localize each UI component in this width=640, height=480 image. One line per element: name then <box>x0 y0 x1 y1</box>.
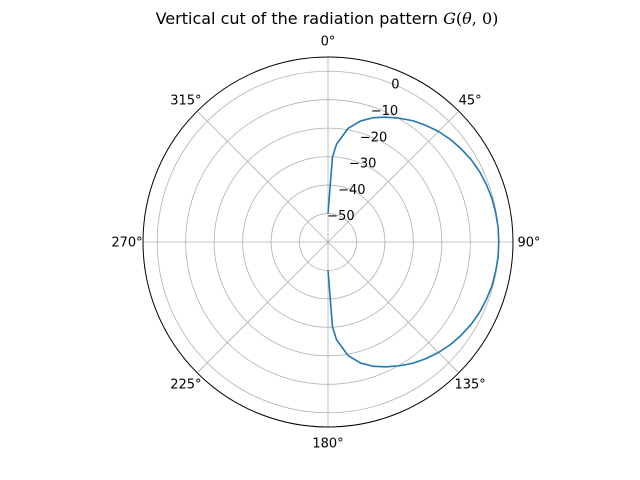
angle-tick-label: 225° <box>170 378 201 393</box>
radial-tick-label: −50 <box>327 209 354 224</box>
polar-grid <box>143 57 513 427</box>
chart-title-paren: ( <box>456 9 462 28</box>
angle-tick-label: 315° <box>170 93 201 108</box>
angular-gridline <box>327 241 460 374</box>
polar-frame <box>142 56 514 428</box>
angular-gridline <box>196 110 329 243</box>
chart-title-theta: θ <box>462 9 472 28</box>
series-group <box>327 116 500 368</box>
angle-tick-label: 180° <box>312 437 343 452</box>
tick-labels: 0° 45° 90° 135° 180° 225° 270° 315° −50 −40 −30 −20… <box>111 35 540 452</box>
radial-tick-label: −30 <box>349 157 376 172</box>
angular-gridline <box>327 110 460 243</box>
radial-tick-label: 0 <box>391 78 399 93</box>
angle-tick-label: 0° <box>321 35 336 50</box>
radial-tick-label: −20 <box>360 130 387 145</box>
angular-gridline <box>196 241 329 374</box>
angle-tick-label: 270° <box>111 236 142 251</box>
angle-tick-label: 45° <box>459 93 482 108</box>
radial-tick-label: −40 <box>338 183 365 198</box>
chart-title-prefix: Vertical cut of the radiation pattern <box>156 9 444 28</box>
chart-title-symbol: G <box>443 9 456 28</box>
radial-tick-label: −10 <box>371 104 398 119</box>
angle-tick-label: 135° <box>454 378 485 393</box>
chart-title-args: , 0) <box>472 9 499 28</box>
angle-tick-label: 90° <box>517 236 540 251</box>
chart-title: Vertical cut of the radiation pattern G(… <box>156 9 499 28</box>
